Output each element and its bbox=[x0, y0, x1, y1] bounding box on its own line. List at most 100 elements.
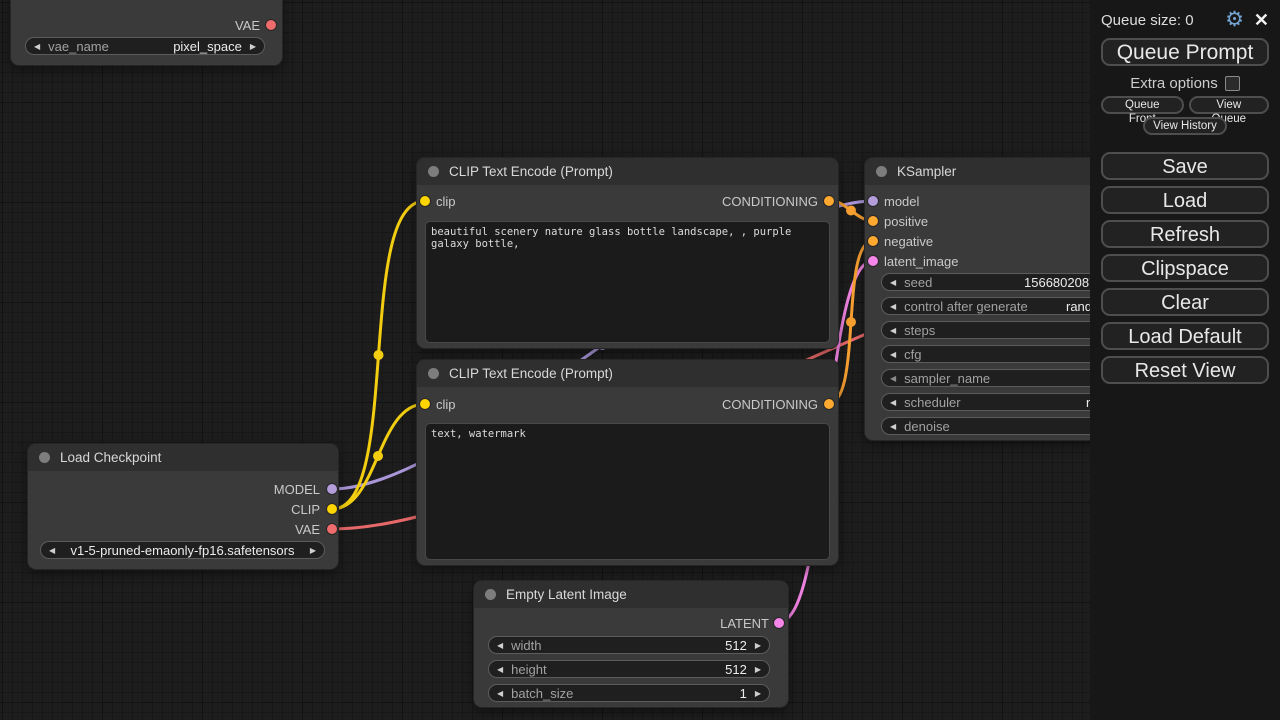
arrow-left-icon[interactable]: ◀ bbox=[497, 664, 504, 674]
port-label-conditioning: CONDITIONING bbox=[721, 396, 818, 412]
output-row-vae: VAE bbox=[11, 15, 282, 35]
input-row-model: model bbox=[865, 191, 1110, 211]
close-icon[interactable]: ✕ bbox=[1253, 9, 1269, 30]
arrow-right-icon[interactable]: ▶ bbox=[249, 41, 256, 51]
save-button[interactable]: Save bbox=[1101, 152, 1269, 180]
collapse-dot[interactable] bbox=[485, 589, 496, 600]
node-header[interactable]: Empty Latent Image bbox=[474, 581, 788, 608]
node-header[interactable]: CLIP Text Encode (Prompt) bbox=[417, 360, 838, 387]
clip-output-port[interactable] bbox=[327, 504, 337, 514]
output-row-vae: VAE bbox=[28, 519, 338, 539]
port-label-vae: VAE bbox=[294, 521, 320, 537]
widget-label: denoise bbox=[904, 418, 950, 434]
vae-output-port[interactable] bbox=[327, 524, 337, 534]
load-button[interactable]: Load bbox=[1101, 186, 1269, 214]
port-label-model: model bbox=[884, 193, 920, 209]
view-queue-button[interactable]: View Queue bbox=[1188, 96, 1269, 125]
extra-options-checkbox[interactable] bbox=[1224, 76, 1240, 91]
arrow-left-icon[interactable]: ◀ bbox=[497, 688, 504, 698]
reset-view-button[interactable]: Reset View bbox=[1101, 356, 1269, 384]
link-dot-clip1 bbox=[373, 350, 384, 360]
node-title: Load Checkpoint bbox=[60, 450, 162, 465]
arrow-right-icon[interactable]: ▶ bbox=[309, 545, 316, 555]
widget-label: batch_size bbox=[511, 685, 574, 701]
arrow-left-icon[interactable]: ◀ bbox=[890, 349, 897, 359]
conditioning-output-port[interactable] bbox=[824, 196, 834, 206]
view-history-button[interactable]: View History bbox=[1143, 117, 1227, 135]
menu-spacer bbox=[1101, 138, 1269, 152]
node-empty-latent-image[interactable]: Empty Latent Image LATENT ◀ width 512 ▶ … bbox=[474, 581, 788, 707]
port-row: clip CONDITIONING bbox=[417, 191, 838, 211]
widget-cfg[interactable]: ◀ cfg bbox=[881, 345, 1103, 363]
input-row-positive: positive bbox=[865, 211, 1110, 231]
arrow-left-icon[interactable]: ◀ bbox=[890, 325, 897, 335]
prompt-textarea[interactable]: beautiful scenery nature glass bottle la… bbox=[425, 221, 830, 343]
clipspace-button[interactable]: Clipspace bbox=[1101, 254, 1269, 282]
widget-batch-size[interactable]: ◀ batch_size 1 ▶ bbox=[488, 684, 770, 702]
model-output-port[interactable] bbox=[327, 484, 337, 494]
arrow-left-icon[interactable]: ◀ bbox=[34, 41, 41, 51]
conditioning-output-port[interactable] bbox=[824, 399, 834, 409]
widget-label: sampler_name bbox=[904, 370, 991, 386]
arrow-left-icon[interactable]: ◀ bbox=[890, 397, 897, 407]
widget-control-after-generate[interactable]: ◀ control after generate randomize bbox=[881, 297, 1127, 315]
arrow-left-icon[interactable]: ◀ bbox=[890, 277, 897, 287]
widget-width[interactable]: ◀ width 512 ▶ bbox=[488, 636, 770, 654]
refresh-button[interactable]: Refresh bbox=[1101, 220, 1269, 248]
comfy-menu-panel: Queue size: 0 ⚙ ✕ Queue Prompt Extra opt… bbox=[1090, 0, 1280, 720]
arrow-right-icon[interactable]: ▶ bbox=[754, 664, 761, 674]
prompt-textarea[interactable]: text, watermark bbox=[425, 423, 830, 560]
widget-label: control after generate bbox=[904, 298, 1028, 314]
output-row-latent: LATENT bbox=[474, 613, 788, 633]
clip-input-port[interactable] bbox=[420, 196, 430, 206]
node-load-checkpoint[interactable]: Load Checkpoint MODEL CLIP VAE ◀ v1-5-pr… bbox=[28, 444, 338, 569]
arrow-left-icon[interactable]: ◀ bbox=[49, 545, 56, 555]
latent-image-input-port[interactable] bbox=[868, 256, 878, 266]
load-default-button[interactable]: Load Default bbox=[1101, 322, 1269, 350]
positive-input-port[interactable] bbox=[868, 216, 878, 226]
settings-gear-icon[interactable]: ⚙ bbox=[1225, 8, 1244, 31]
node-title: CLIP Text Encode (Prompt) bbox=[449, 366, 613, 381]
collapse-dot[interactable] bbox=[428, 368, 439, 379]
arrow-right-icon[interactable]: ▶ bbox=[754, 640, 761, 650]
arrow-left-icon[interactable]: ◀ bbox=[497, 640, 504, 650]
queue-prompt-button[interactable]: Queue Prompt bbox=[1101, 38, 1269, 66]
arrow-left-icon[interactable]: ◀ bbox=[890, 421, 897, 431]
vae-output-port[interactable] bbox=[266, 20, 276, 30]
widget-scheduler[interactable]: ◀ scheduler normal bbox=[881, 393, 1126, 411]
output-row-clip: CLIP bbox=[28, 499, 338, 519]
link-dot-negative bbox=[846, 317, 856, 327]
arrow-left-icon[interactable]: ◀ bbox=[890, 373, 897, 383]
widget-denoise[interactable]: ◀ denoise bbox=[881, 417, 1103, 435]
node-clip-text-encode-negative[interactable]: CLIP Text Encode (Prompt) clip CONDITION… bbox=[417, 360, 838, 565]
widget-sampler-name[interactable]: ◀ sampler_name bbox=[881, 369, 1103, 387]
widget-ckpt-name[interactable]: ◀ v1-5-pruned-emaonly-fp16.safetensors ▶ bbox=[40, 541, 325, 559]
queue-front-button[interactable]: Queue Front bbox=[1101, 96, 1184, 125]
model-input-port[interactable] bbox=[868, 196, 878, 206]
node-header[interactable]: KSampler bbox=[865, 158, 1110, 185]
widget-vae-name[interactable]: ◀ vae_name pixel_space ▶ bbox=[25, 37, 265, 55]
widget-steps[interactable]: ◀ steps bbox=[881, 321, 1103, 339]
collapse-dot[interactable] bbox=[39, 452, 50, 463]
port-label-clip: CLIP bbox=[291, 501, 320, 517]
arrow-right-icon[interactable]: ▶ bbox=[754, 688, 761, 698]
link-dot-clip2 bbox=[373, 451, 383, 461]
widget-height[interactable]: ◀ height 512 ▶ bbox=[488, 660, 770, 678]
arrow-left-icon[interactable]: ◀ bbox=[890, 301, 897, 311]
clip-input-port[interactable] bbox=[420, 399, 430, 409]
collapse-dot[interactable] bbox=[428, 166, 439, 177]
node-ksampler[interactable]: KSampler model positive negative latent_… bbox=[865, 158, 1127, 440]
node-title: CLIP Text Encode (Prompt) bbox=[449, 164, 613, 179]
extra-options-row: Extra options bbox=[1101, 75, 1269, 92]
negative-input-port[interactable] bbox=[868, 236, 878, 246]
node-header[interactable]: Load Checkpoint bbox=[28, 444, 338, 471]
collapse-dot[interactable] bbox=[876, 166, 887, 177]
node-clip-text-encode-positive[interactable]: CLIP Text Encode (Prompt) clip CONDITION… bbox=[417, 158, 838, 348]
clear-button[interactable]: Clear bbox=[1101, 288, 1269, 316]
node-vae-loader[interactable]: VAE ◀ vae_name pixel_space ▶ bbox=[11, 0, 282, 65]
latent-output-port[interactable] bbox=[774, 618, 784, 628]
port-label-clip: clip bbox=[436, 193, 456, 209]
extra-options-label: Extra options bbox=[1130, 75, 1218, 92]
widget-seed[interactable]: ◀ seed 1566802087 bbox=[881, 273, 1103, 291]
node-header[interactable]: CLIP Text Encode (Prompt) bbox=[417, 158, 838, 185]
